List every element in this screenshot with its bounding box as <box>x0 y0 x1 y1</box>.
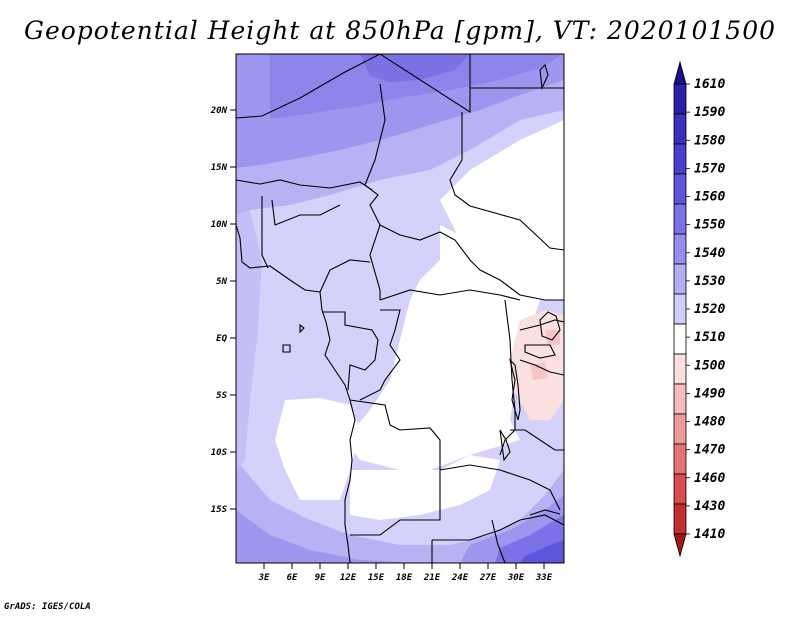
colorbar-swatch <box>673 113 687 145</box>
colorbar-swatch <box>673 353 687 385</box>
lon-label: 30E <box>507 573 525 583</box>
colorbar-label: 1590 <box>694 105 725 120</box>
colorbar-swatch <box>673 173 687 205</box>
grads-credit: GrADS: IGES/COLA <box>4 602 91 612</box>
lat-label: 15N <box>211 163 228 173</box>
lat-label: 5S <box>216 391 227 401</box>
lon-label: 6E <box>287 573 298 583</box>
lon-label: 12E <box>340 573 357 583</box>
colorbar-label: 1550 <box>694 218 725 233</box>
lon-label: 24E <box>451 573 469 583</box>
colorbar-swatch <box>673 323 687 355</box>
colorbar-label: 1500 <box>694 358 725 373</box>
colorbar-label: 1610 <box>694 77 725 92</box>
colorbar-swatch <box>673 473 687 505</box>
lat-label: 10N <box>211 220 228 230</box>
colorbar-label: 1410 <box>694 527 725 542</box>
colorbar: 1610 1590 1580 1570 1560 1550 1540 1530 1520 1510… <box>673 60 725 558</box>
latitude-axis: 20N 15N 10N 5N EQ 5S 10S 15S <box>210 106 236 515</box>
colorbar-swatch <box>673 443 687 475</box>
lat-label: EQ <box>216 334 227 344</box>
colorbar-swatch <box>673 83 687 115</box>
colorbar-swatch <box>673 60 687 85</box>
colorbar-label: 1510 <box>694 330 725 345</box>
colorbar-label: 1570 <box>694 161 725 176</box>
colorbar-label: 1540 <box>694 246 725 261</box>
country-borders <box>236 54 564 563</box>
colorbar-label: 1580 <box>694 133 725 148</box>
colorbar-label: 1470 <box>694 443 725 458</box>
colorbar-swatch <box>673 203 687 235</box>
colorbar-swatch <box>673 263 687 295</box>
colorbar-label: 1530 <box>694 274 725 289</box>
geopotential-field <box>236 54 564 563</box>
lat-label: 10S <box>211 448 228 458</box>
colorbar-swatch <box>673 233 687 265</box>
lat-label: 15S <box>211 505 228 515</box>
colorbar-swatch <box>673 503 687 535</box>
colorbar-swatch <box>673 533 687 558</box>
longitude-axis: 3E 6E 9E 12E 15E 18E 21E 24E 27E 30E 33E <box>258 563 553 583</box>
lon-label: 18E <box>396 573 413 583</box>
map-frame <box>235 53 565 564</box>
colorbar-label: 1520 <box>694 302 725 317</box>
lon-label: 15E <box>368 573 385 583</box>
lon-label: 9E <box>315 573 326 583</box>
lon-label: 33E <box>535 573 553 583</box>
colorbar-label: 1430 <box>694 499 725 514</box>
lat-label: 5N <box>216 277 227 287</box>
lon-label: 27E <box>479 573 497 583</box>
colorbar-swatch <box>673 383 687 415</box>
colorbar-swatch <box>673 293 687 325</box>
colorbar-swatch <box>673 413 687 445</box>
colorbar-label: 1490 <box>694 386 725 401</box>
colorbar-swatch <box>673 143 687 175</box>
colorbar-label: 1480 <box>694 415 725 430</box>
lon-label: 21E <box>423 573 441 583</box>
colorbar-label: 1460 <box>694 471 725 486</box>
lat-label: 20N <box>210 106 228 116</box>
map-title: Geopotential Height at 850hPa [gpm], VT:… <box>23 16 777 45</box>
colorbar-label: 1560 <box>694 190 725 205</box>
lon-label: 3E <box>258 573 270 583</box>
